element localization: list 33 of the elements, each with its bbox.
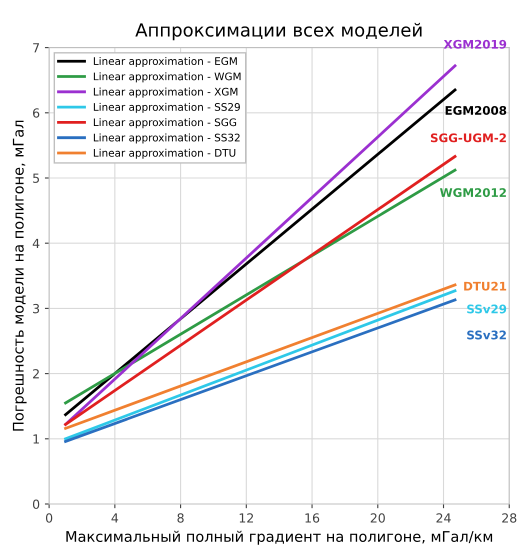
annotation: XGM2019 [444, 40, 506, 49]
annotation: SSv29 [467, 304, 506, 314]
annotation: SSv32 [467, 330, 506, 340]
legend-label: Linear approximation - SS32 [94, 133, 240, 144]
chart-title: Аппроксимации всех моделей [135, 22, 422, 40]
annotation: WGM2012 [440, 188, 506, 198]
x-tick-label: 20 [370, 513, 385, 523]
y-tick-label: 1 [34, 434, 39, 444]
y-tick-label: 7 [33, 43, 40, 52]
y-tick-label: 5 [33, 174, 39, 183]
annotation: SGG-UGM-2 [430, 133, 506, 142]
legend-label: Linear approximation - EGM [94, 56, 237, 68]
y-tick-label: 6 [33, 108, 40, 118]
legend-label: Linear approximation - SGG [94, 118, 236, 128]
legend-label: Linear approximation - SS29 [94, 102, 240, 113]
y-tick-label: 4 [32, 238, 40, 248]
x-tick-label: 0 [46, 513, 52, 523]
x-tick-label: 4 [111, 513, 118, 523]
x-tick-label: 24 [436, 513, 451, 523]
y-tick-label: 0 [32, 499, 40, 509]
annotation: DTU21 [464, 282, 506, 291]
legend-label: Linear approximation - XGM [94, 88, 238, 98]
legend-label: Linear approximation - DTU [94, 148, 236, 159]
y-tick-label: 2 [33, 369, 39, 378]
legend-label: Linear approximation - WGM [94, 72, 241, 82]
x-axis-title: Максимальный полный градиент на полигоне, мГал/км [66, 530, 492, 545]
y-tick-label: 3 [33, 304, 40, 314]
annotation: EGM2008 [446, 106, 506, 115]
x-tick-label: 28 [502, 513, 516, 523]
x-tick-label: 12 [240, 513, 254, 523]
x-tick-label: 8 [177, 513, 184, 523]
x-tick-label: 16 [305, 513, 320, 523]
y-axis-title: Погрешность модели на полигоне, мГал [12, 120, 27, 431]
